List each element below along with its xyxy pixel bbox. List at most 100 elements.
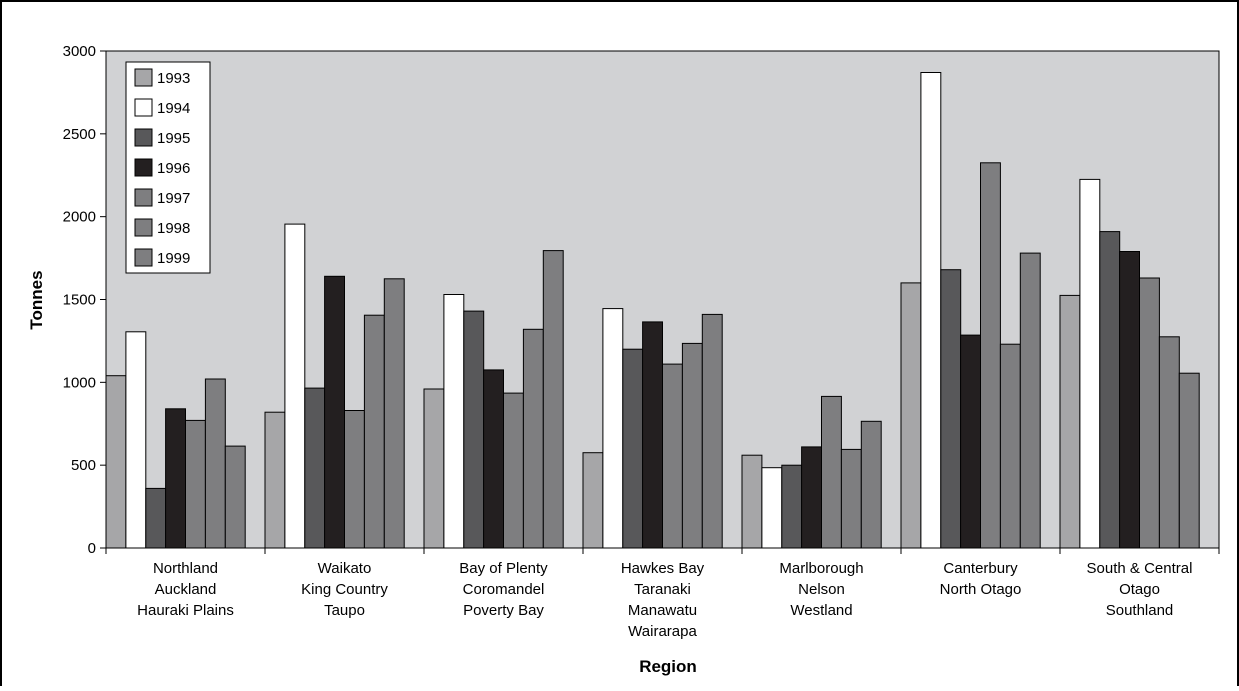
y-tick-label-500: 500 xyxy=(71,457,96,474)
bar-1993-2 xyxy=(423,388,445,549)
bar-1997-3 xyxy=(662,363,683,549)
y-tick-label-1500: 1500 xyxy=(63,292,96,309)
x-tick-label-2: Bay of Plenty Coromandel Poverty Bay xyxy=(459,560,548,619)
bar-1995-1 xyxy=(304,387,326,549)
x-tick-label-line: Taupo xyxy=(324,602,365,619)
x-tick-label-line: Bay of Plenty xyxy=(459,560,548,577)
legend-swatch-1997 xyxy=(134,188,153,207)
bar-1998-5 xyxy=(999,343,1021,549)
bar-1996-2 xyxy=(483,369,505,549)
bar-1995-3 xyxy=(622,348,644,549)
bar-1996-0 xyxy=(165,408,187,549)
legend-swatch-1994 xyxy=(134,98,153,117)
x-tick-label-line: Northland xyxy=(153,560,218,577)
bar-1996-3 xyxy=(642,321,663,549)
bar-1997-6 xyxy=(1139,277,1160,549)
bar-series-group xyxy=(105,72,1200,549)
x-axis-title: Region xyxy=(639,657,697,676)
bar-1997-2 xyxy=(503,392,524,549)
legend-label-1993: 1993 xyxy=(157,70,190,87)
legend-swatch-1995 xyxy=(134,128,153,147)
bar-1994-4 xyxy=(761,467,783,549)
legend-label-1998: 1998 xyxy=(157,220,190,237)
bar-1994-0 xyxy=(125,331,147,549)
bar-1996-1 xyxy=(324,275,346,549)
bar-1998-6 xyxy=(1158,336,1180,549)
bar-1998-3 xyxy=(681,342,703,549)
y-tick-label-3000: 3000 xyxy=(63,43,96,60)
x-tick-label-4: Marlborough Nelson Westland xyxy=(779,560,863,619)
x-tick-label-6: South & Central Otago Southland xyxy=(1087,560,1193,619)
x-tick-label-0: Northland Auckland Hauraki Plains xyxy=(137,560,234,619)
x-tick-label-line: Otago xyxy=(1119,581,1160,598)
bar-1999-1 xyxy=(383,278,405,549)
x-tick-label-5: Canterbury North Otago xyxy=(940,560,1022,598)
bar-1996-4 xyxy=(801,446,822,549)
bar-1998-1 xyxy=(363,314,385,549)
bar-1999-0 xyxy=(224,445,246,549)
legend-label-1994: 1994 xyxy=(157,100,190,117)
y-tick-label-2500: 2500 xyxy=(63,126,96,143)
legend-swatch-1998 xyxy=(134,218,153,237)
x-tick-label-line: Nelson xyxy=(798,581,845,598)
bar-1993-0 xyxy=(105,375,127,549)
legend: 1993 1994 1995 1996 1997 1998 1999 xyxy=(125,61,211,274)
x-tick-label-line: Manawatu xyxy=(628,602,697,619)
bar-1994-3 xyxy=(602,308,624,549)
bar-1995-2 xyxy=(463,310,485,549)
x-tick-label-line: Hauraki Plains xyxy=(137,602,234,619)
bar-1997-0 xyxy=(185,419,206,549)
bar-1996-5 xyxy=(960,334,981,549)
bar-1999-2 xyxy=(542,250,564,549)
bar-1998-0 xyxy=(204,378,226,549)
x-tick-label-line: Marlborough xyxy=(779,560,863,577)
x-axis: Northland Auckland Hauraki Plains Waikato Ki… xyxy=(105,548,1220,640)
y-tick-label-0: 0 xyxy=(88,540,96,557)
bar-1999-5 xyxy=(1019,252,1041,549)
x-tick-label-line: Auckland xyxy=(155,581,217,598)
x-tick-label-line: Wairarapa xyxy=(628,623,697,640)
bar-1994-1 xyxy=(284,223,306,549)
bar-1997-4 xyxy=(821,395,842,549)
bar-1999-6 xyxy=(1178,372,1200,549)
bar-1993-6 xyxy=(1059,294,1081,549)
bar-1993-4 xyxy=(741,454,763,549)
bar-1994-2 xyxy=(443,294,465,549)
legend-label-1997: 1997 xyxy=(157,190,190,207)
bar-1999-3 xyxy=(701,313,723,549)
bar-1995-6 xyxy=(1099,231,1121,549)
bar-1998-2 xyxy=(522,328,544,549)
bar-1997-1 xyxy=(344,410,365,549)
x-tick-label-line: North Otago xyxy=(940,581,1022,598)
legend-label-1999: 1999 xyxy=(157,250,190,267)
bar-1994-6 xyxy=(1079,178,1101,549)
legend-swatch-1999 xyxy=(134,248,153,267)
x-tick-label-line: Hawkes Bay xyxy=(621,560,705,577)
y-tick-label-2000: 2000 xyxy=(63,209,96,226)
y-tick-label-1000: 1000 xyxy=(63,374,96,391)
x-tick-label-line: Canterbury xyxy=(943,560,1018,577)
x-tick-label-1: Waikato King Country Taupo xyxy=(301,560,388,619)
legend-swatch-1996 xyxy=(134,158,153,177)
bar-1995-0 xyxy=(145,487,167,549)
bar-1998-4 xyxy=(840,448,862,549)
bar-1993-3 xyxy=(582,452,604,549)
x-tick-label-line: King Country xyxy=(301,581,388,598)
x-tick-label-line: South & Central xyxy=(1087,560,1193,577)
bar-1999-4 xyxy=(860,420,882,549)
bar-1994-5 xyxy=(920,72,942,549)
x-tick-label-line: Taranaki xyxy=(634,581,691,598)
legend-label-1996: 1996 xyxy=(157,160,190,177)
legend-swatch-1993 xyxy=(134,68,153,87)
legend-label-1995: 1995 xyxy=(157,130,190,147)
y-axis-title: Tonnes xyxy=(27,270,46,329)
x-tick-label-line: Waikato xyxy=(318,560,372,577)
bar-1993-1 xyxy=(264,411,286,549)
x-tick-label-line: Poverty Bay xyxy=(463,602,544,619)
bar-1995-5 xyxy=(940,269,962,549)
bar-1993-5 xyxy=(900,282,922,549)
x-tick-label-3: Hawkes Bay Taranaki Manawatu Wairarapa xyxy=(621,560,705,640)
bar-1995-4 xyxy=(781,464,803,549)
